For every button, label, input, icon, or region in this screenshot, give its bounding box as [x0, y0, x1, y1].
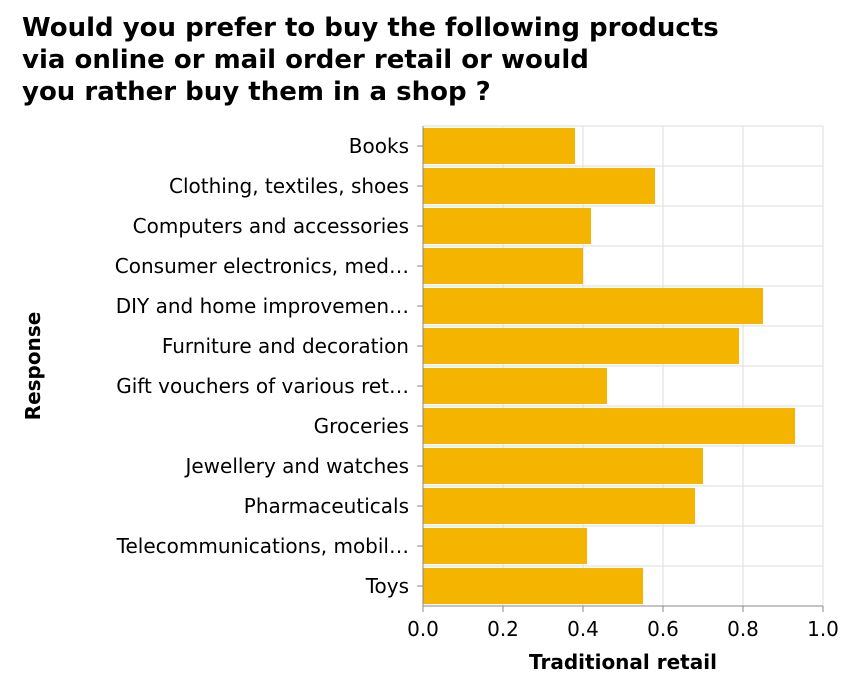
bar: [423, 128, 575, 164]
category-label: Books: [349, 134, 409, 158]
bar: [423, 288, 763, 324]
x-axis-title: Traditional retail: [529, 650, 717, 674]
category-label: DIY and home improvemen…: [116, 294, 409, 318]
category-label: Furniture and decoration: [162, 334, 409, 358]
x-tick-label: 1.0: [807, 617, 839, 641]
bar: [423, 448, 703, 484]
bar: [423, 488, 695, 524]
category-label: Groceries: [314, 414, 409, 438]
bars-layer: [423, 128, 795, 604]
category-label: Computers and accessories: [133, 214, 409, 238]
category-label: Consumer electronics, med…: [115, 254, 409, 278]
category-label: Clothing, textiles, shoes: [169, 174, 409, 198]
x-tick-label: 0.8: [727, 617, 759, 641]
bar: [423, 328, 739, 364]
bar: [423, 568, 643, 604]
chart-title-line: via online or mail order retail or would: [22, 45, 589, 75]
category-label: Pharmaceuticals: [244, 494, 409, 518]
x-tick-label: 0.4: [567, 617, 599, 641]
x-tick-label: 0.6: [647, 617, 679, 641]
category-label: Telecommunications, mobil…: [116, 534, 409, 558]
bar: [423, 208, 591, 244]
bar: [423, 248, 583, 284]
category-label: Toys: [365, 574, 409, 598]
chart-title-line: you rather buy them in a shop ?: [22, 77, 491, 107]
chart-title: Would you prefer to buy the following pr…: [22, 12, 822, 108]
grid-layer: [422, 125, 824, 607]
bar: [423, 408, 795, 444]
x-tick-label: 0.2: [487, 617, 519, 641]
category-label: Jewellery and watches: [183, 454, 409, 478]
bar: [423, 168, 655, 204]
axis-layer: 0.0 0.2 0.4 0.6 0.8 1.0 Books Clothing, textile…: [115, 126, 839, 641]
category-label: Gift vouchers of various ret…: [116, 374, 409, 398]
bar: [423, 528, 587, 564]
y-axis-title: Response: [21, 312, 45, 421]
chart-title-line: Would you prefer to buy the following pr…: [22, 13, 719, 43]
x-tick-label: 0.0: [407, 617, 439, 641]
bar: [423, 368, 607, 404]
